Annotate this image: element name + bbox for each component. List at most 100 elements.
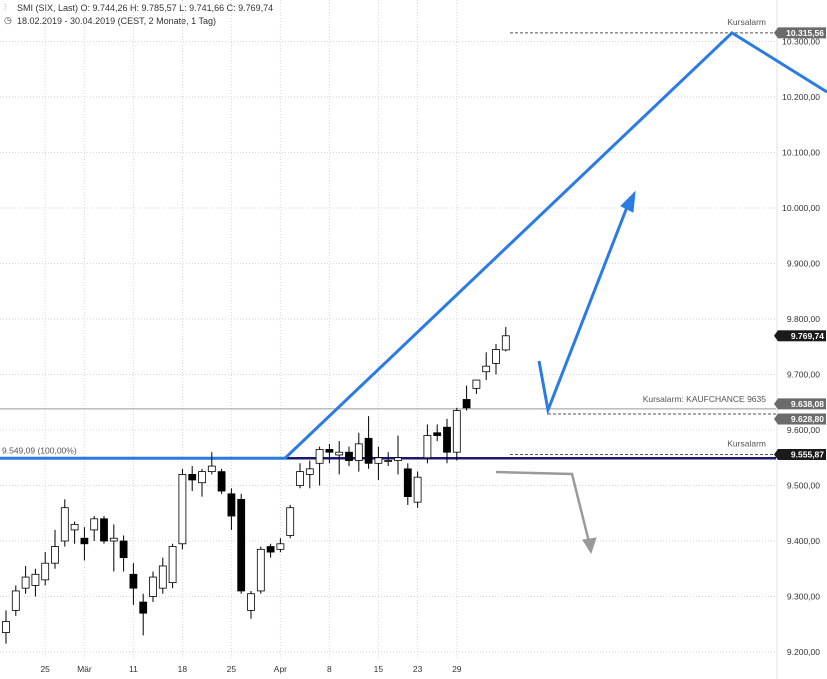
y-tick-label: 9.700,00 — [787, 370, 820, 380]
x-tick-label: 29 — [452, 664, 462, 674]
candle-body — [139, 601, 148, 614]
period-header: ◷ 18.02.2019 - 30.04.2019 (CEST, 2 Monat… — [4, 15, 216, 26]
candle-body — [11, 590, 20, 611]
price-tag — [778, 27, 826, 39]
candle-body — [149, 576, 157, 597]
candle-body — [158, 565, 167, 589]
candle-body — [413, 476, 422, 503]
projection-arrow — [537, 201, 631, 416]
price-tag-label: 9.555,87 — [791, 449, 824, 459]
price-tag-label: 10.315,56 — [786, 28, 824, 38]
candle-body — [354, 443, 363, 461]
candle-body — [207, 465, 216, 473]
price-tag-pointer — [774, 27, 778, 39]
candle-body — [443, 426, 451, 453]
y-tick-label: 9.800,00 — [787, 314, 820, 324]
candle-body — [472, 379, 481, 389]
candle-body — [403, 468, 412, 498]
candle-body — [433, 432, 442, 436]
candle-body — [198, 471, 206, 484]
candle-body — [247, 593, 255, 611]
candle-body — [217, 471, 226, 492]
instrument-header: ⫶ SMI (SIX, Last) O: 9.744,26 H: 9.785,5… — [4, 2, 273, 13]
candle-body — [452, 410, 461, 453]
candle-body — [119, 540, 128, 559]
candle-body — [462, 399, 471, 409]
arrow-head-icon — [620, 190, 636, 213]
y-tick-label: 9.900,00 — [787, 259, 820, 269]
arrow-head-icon — [582, 537, 597, 555]
candle-body — [100, 518, 108, 542]
y-tick-label: 9.200,00 — [787, 647, 820, 657]
candle-body — [90, 518, 99, 531]
candle-body — [296, 471, 304, 486]
candle-body — [188, 473, 197, 481]
alert-label: Kursalarm: KAUFCHANCE 9635 — [643, 394, 767, 404]
price-tag-label: 9.769,74 — [791, 331, 824, 341]
y-tick-label: 10.000,00 — [782, 203, 820, 213]
x-tick-label: 23 — [413, 664, 423, 674]
y-tick-label: 9.400,00 — [787, 536, 820, 546]
x-tick-label: Apr — [274, 664, 287, 674]
x-tick-label: 25 — [227, 664, 237, 674]
y-tick-label: 10.200,00 — [782, 92, 820, 102]
price-tag-pointer — [774, 398, 778, 410]
x-tick-label: 15 — [374, 664, 384, 674]
price-tag — [778, 398, 826, 410]
candle-body — [2, 621, 10, 633]
candle-body — [286, 507, 295, 536]
candle-body — [256, 548, 265, 592]
x-tick-label: 25 — [40, 664, 50, 674]
candle-body — [129, 573, 138, 589]
candle-body — [227, 493, 236, 517]
candle-body — [21, 576, 30, 589]
y-tick-label: 9.500,00 — [787, 481, 820, 491]
candle-body — [305, 468, 314, 475]
price-tag-label: 9.628,80 — [791, 414, 824, 424]
candle-body — [394, 457, 402, 461]
candle-body — [492, 349, 500, 364]
clock-icon: ◷ — [4, 15, 12, 25]
price-tag-pointer — [774, 330, 778, 342]
price-tag — [778, 413, 826, 425]
y-tick-label: 9.600,00 — [787, 425, 820, 435]
x-tick-label: 11 — [129, 664, 138, 674]
price-tag-label: 9.638,08 — [791, 399, 824, 409]
projection-line — [0, 30, 827, 460]
candle-body — [384, 460, 393, 462]
price-tag-pointer — [774, 448, 778, 460]
instrument-summary: SMI (SIX, Last) O: 9.744,26 H: 9.785,57 … — [17, 2, 274, 13]
candle-body — [266, 546, 275, 553]
candle-body — [482, 365, 491, 373]
chart-icon: ⫶ — [4, 2, 7, 12]
candle-body — [31, 573, 40, 586]
candle-body — [60, 507, 69, 542]
alert-label: Kursalarm — [727, 438, 766, 448]
y-tick-label: 9.300,00 — [787, 592, 820, 602]
candle-body — [276, 543, 285, 550]
price-tag — [778, 448, 826, 460]
candle-body — [345, 451, 353, 461]
candle-body — [80, 537, 89, 545]
candle-body — [325, 449, 334, 453]
candle-body — [51, 546, 59, 564]
price-tag-pointer — [774, 413, 778, 425]
candle-body — [41, 562, 50, 581]
candle-body — [168, 546, 177, 584]
candle-body — [109, 537, 118, 542]
alert-label: Kursalarm — [727, 17, 766, 27]
x-tick-label: 8 — [327, 664, 332, 674]
candle-body — [335, 451, 344, 456]
candle-body — [237, 498, 246, 592]
price-tag — [778, 330, 826, 342]
x-tick-label: 18 — [178, 664, 188, 674]
candle-body — [315, 449, 324, 464]
y-tick-label: 10.300,00 — [782, 37, 820, 47]
candle-body — [501, 335, 510, 351]
support-label: 9.549,09 (100,00%) — [2, 445, 77, 455]
candle-body — [178, 473, 187, 545]
downside-arrow — [495, 470, 591, 543]
candle-body — [70, 523, 79, 531]
y-tick-label: 10.100,00 — [782, 148, 820, 158]
